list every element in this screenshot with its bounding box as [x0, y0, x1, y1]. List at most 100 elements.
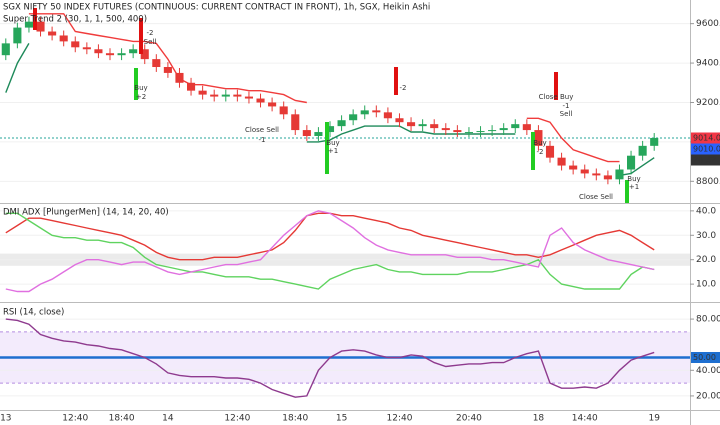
- candle-body: [221, 94, 230, 97]
- annotation: -1: [259, 136, 266, 144]
- x-tick-label: 12:40: [224, 414, 250, 424]
- candle-body: [291, 114, 300, 131]
- annotation: Buy: [326, 139, 339, 147]
- price-label-box: [691, 132, 720, 144]
- candle-body: [325, 126, 335, 133]
- candle-body: [152, 59, 161, 68]
- candle-body: [94, 49, 103, 54]
- annotation: Close Buy: [539, 93, 574, 101]
- candle-body: [13, 27, 22, 44]
- y-tick-label: 20.00: [696, 391, 720, 401]
- candle-body: [545, 145, 555, 158]
- series-line: [5, 318, 655, 398]
- candle-body: [580, 169, 589, 174]
- candle-body: [407, 122, 416, 127]
- candle-body: [557, 157, 566, 166]
- series-line: [5, 212, 655, 290]
- candle-body: [534, 130, 543, 146]
- x-tick-label: 15: [336, 414, 347, 424]
- sell-arrow: [139, 18, 143, 54]
- candle-body: [615, 169, 624, 180]
- candle-body: [244, 96, 253, 99]
- annotation: Close Sell: [579, 193, 613, 201]
- annotation: -2: [537, 148, 544, 156]
- chart-title: SGX NIFTY 50 INDEX FUTURES (CONTINUOUS: …: [3, 3, 430, 13]
- y-tick-label: 40.0: [696, 206, 716, 216]
- chart-title: DMI ADX [PlungerMen] (14, 14, 20, 40): [3, 208, 169, 218]
- signal-arrows: [33, 8, 629, 203]
- candle-body: [187, 82, 196, 91]
- price-label-box: [691, 154, 720, 166]
- candle-body: [140, 49, 149, 60]
- candle-body: [592, 173, 601, 176]
- candle-body: [59, 35, 68, 42]
- candle-body: [337, 120, 346, 127]
- candle-body: [638, 145, 647, 156]
- level-label: 50.00: [693, 353, 716, 362]
- candle-body: [210, 94, 219, 97]
- candle-body: [233, 94, 242, 97]
- annotation: Sell: [144, 38, 157, 46]
- sell-arrow: [33, 8, 37, 30]
- candle-body: [627, 155, 636, 170]
- candle-body: [603, 175, 612, 180]
- y-tick-label: 8800.0: [696, 177, 720, 187]
- candle-body: [24, 21, 33, 28]
- y-tick-label: 9600.0: [696, 19, 720, 29]
- x-tick-label: 13: [0, 414, 11, 424]
- candle-body: [198, 90, 207, 95]
- candle-body: [117, 53, 126, 56]
- annotation: Close Sell: [245, 126, 279, 134]
- candle-body: [430, 124, 439, 129]
- candle-body: [360, 110, 369, 115]
- candle-body: [314, 132, 323, 136]
- annotation: Buy: [533, 139, 546, 147]
- candle-body: [488, 130, 497, 132]
- sell-arrow: [394, 67, 398, 95]
- candle-body: [279, 106, 288, 115]
- price-label: 9010.0: [693, 145, 720, 154]
- y-tick-label: 20.0: [696, 255, 716, 265]
- candle-body: [82, 47, 91, 50]
- y-tick-label: 30.0: [696, 231, 716, 241]
- candle-body: [256, 98, 265, 103]
- candle-body: [175, 72, 184, 83]
- candle-body: [464, 132, 473, 134]
- buy-arrow: [325, 122, 329, 174]
- annotation: -1: [563, 102, 570, 110]
- candle-body: [383, 112, 392, 119]
- candle-body: [129, 49, 138, 54]
- price-label: 20:32: [693, 156, 716, 165]
- y-tick-label: 9400.0: [696, 59, 720, 69]
- candle-body: [511, 124, 520, 129]
- annotation: +1: [629, 183, 639, 191]
- price-label: 9014.0: [693, 134, 720, 143]
- annotation: +1: [328, 147, 338, 155]
- y-tick-label: 10.0: [696, 280, 716, 290]
- x-tick-label: 18: [533, 414, 545, 424]
- x-tick-label: 14:40: [572, 414, 598, 424]
- candle-body: [105, 53, 115, 56]
- series-line: [5, 210, 655, 293]
- candle-body: [650, 137, 659, 146]
- candle-body: [48, 31, 57, 36]
- candle-body: [372, 110, 381, 113]
- candle-body: [418, 124, 427, 127]
- price-label-box: [691, 143, 720, 155]
- chart-subtitle: Super Trend 2 (30, 1, 1, 500, 400): [3, 15, 147, 25]
- candle-body: [71, 41, 80, 48]
- annotation: -2: [147, 29, 154, 37]
- y-tick-label: 80.00: [696, 315, 720, 325]
- annotation: +2: [136, 93, 146, 101]
- annotation: -2: [400, 84, 407, 92]
- candle-body: [499, 128, 508, 131]
- sell-arrow: [554, 72, 558, 100]
- x-tick-label: 12:40: [62, 414, 88, 424]
- candle-body: [1, 43, 10, 56]
- candle-body: [476, 131, 485, 133]
- candle-body: [453, 130, 462, 133]
- buy-arrow: [625, 180, 629, 203]
- y-tick-label: 9200.0: [696, 98, 720, 108]
